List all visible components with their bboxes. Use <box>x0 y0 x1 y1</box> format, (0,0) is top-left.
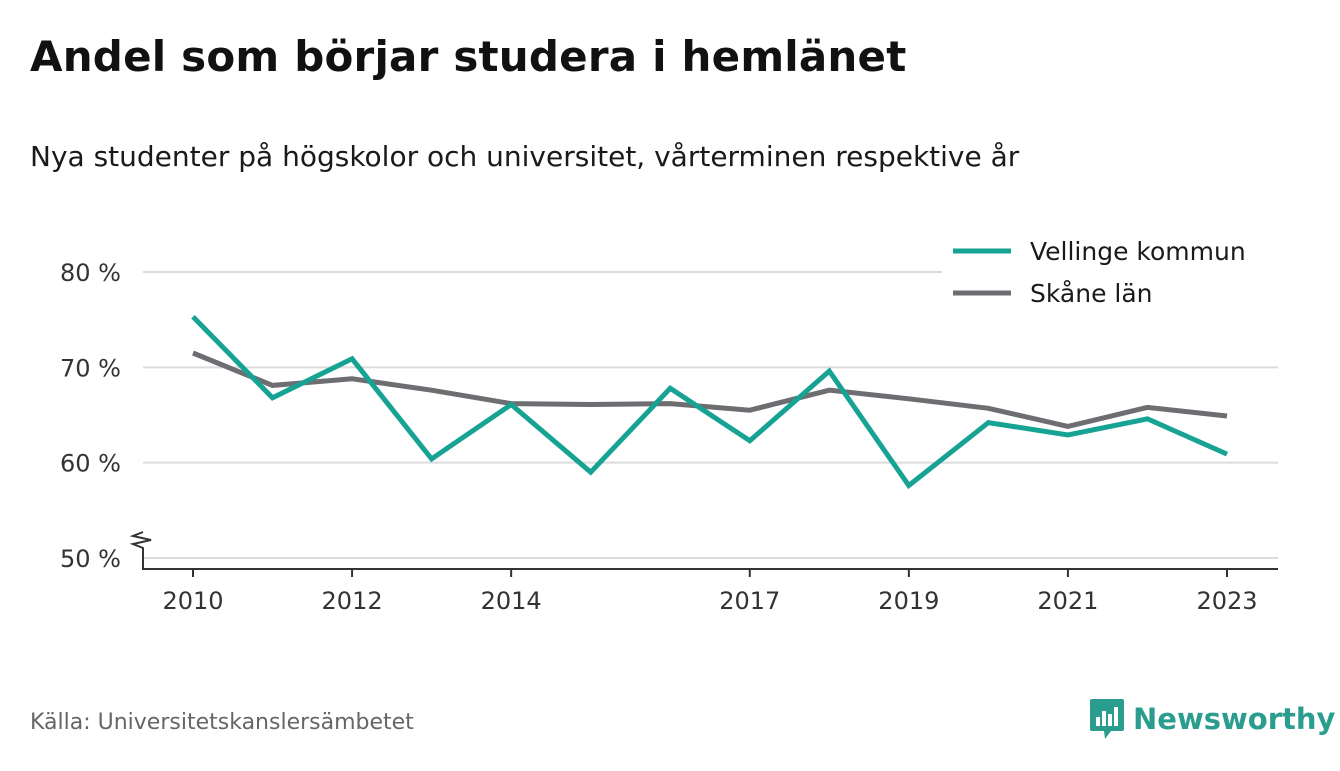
chart-subtitle: Nya studenter på högskolor och universit… <box>30 140 1020 173</box>
series-line-vellinge <box>191 315 1229 490</box>
source-note: Källa: Universitetskanslersämbetet <box>30 710 414 735</box>
legend-background <box>942 230 1278 316</box>
x-tick-label: 2017 <box>719 587 780 615</box>
x-tick-label: 2012 <box>322 587 383 615</box>
series-lines <box>191 315 1229 490</box>
y-tick-label: 60 % <box>60 450 121 478</box>
legend-label: Skåne län <box>1030 279 1153 308</box>
x-tick-label: 2019 <box>878 587 939 615</box>
axes <box>129 531 1278 570</box>
y-tick-label: 80 % <box>60 259 121 287</box>
x-tick-label: 2021 <box>1037 587 1098 615</box>
x-tick-label: 2023 <box>1196 587 1257 615</box>
brand-name: Newsworthy <box>1133 702 1336 736</box>
brand-logo: Newsworthy <box>1089 697 1335 741</box>
y-axis-break <box>129 531 152 570</box>
legend-label: Vellinge kommun <box>1030 237 1246 266</box>
y-tick-label: 70 % <box>60 354 121 382</box>
chart-title: Andel som börjar studera i hemlänet <box>30 32 907 81</box>
newsworthy-logo-icon <box>1090 699 1124 739</box>
x-tick-label: 2010 <box>162 587 223 615</box>
y-axis-labels: 80 % 70 % 60 % 50 % <box>60 259 121 573</box>
x-axis-labels: 2010 2012 2014 2017 2019 2021 2023 <box>162 569 1258 615</box>
y-tick-label: 50 % <box>60 545 121 573</box>
x-tick-label: 2014 <box>481 587 542 615</box>
series-line-skane <box>192 350 1228 429</box>
legend: Vellinge kommun Skåne län <box>942 230 1278 316</box>
